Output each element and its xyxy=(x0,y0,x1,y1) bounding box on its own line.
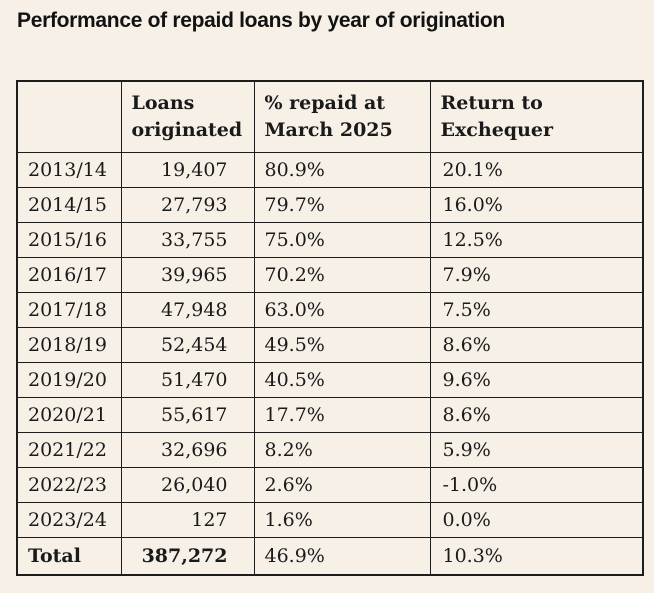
loans-originated-cell: 32,696 xyxy=(120,431,255,468)
return-to-exchequer-cell: 7.5% xyxy=(429,291,644,328)
year-cell: 2020/21 xyxy=(16,396,122,433)
pct-repaid-cell: 1.6% xyxy=(253,501,431,538)
pct-repaid-cell: 63.0% xyxy=(253,291,431,328)
return-to-exchequer-cell: 8.6% xyxy=(429,396,644,433)
pct-repaid-cell: 17.7% xyxy=(253,396,431,433)
header-year-blank xyxy=(16,80,122,153)
year-cell: 2019/20 xyxy=(16,361,122,398)
pct-repaid-cell: 2.6% xyxy=(253,466,431,503)
return-to-exchequer-cell: 8.6% xyxy=(429,326,644,363)
loans-originated-cell: 51,470 xyxy=(120,361,255,398)
header-return-to-exchequer: Return to Exchequer xyxy=(429,80,644,153)
year-cell: 2018/19 xyxy=(16,326,122,363)
pct-repaid-cell: 80.9% xyxy=(253,151,431,188)
return-to-exchequer-cell: 20.1% xyxy=(429,151,644,188)
pct-repaid-cell: 49.5% xyxy=(253,326,431,363)
return-to-exchequer-cell: 7.9% xyxy=(429,256,644,293)
table-row: 2013/14 19,407 80.9% 20.1% xyxy=(16,151,644,188)
pct-repaid-cell: 79.7% xyxy=(253,186,431,223)
table-row: 2015/16 33,755 75.0% 12.5% xyxy=(16,221,644,258)
loans-originated-cell: 387,272 xyxy=(120,536,255,576)
return-to-exchequer-cell: 0.0% xyxy=(429,501,644,538)
year-cell: 2016/17 xyxy=(16,256,122,293)
year-cell: 2022/23 xyxy=(16,466,122,503)
pct-repaid-cell: 75.0% xyxy=(253,221,431,258)
table-row: 2017/18 47,948 63.0% 7.5% xyxy=(16,291,644,328)
table-row: Total 387,272 46.9% 10.3% xyxy=(16,536,644,576)
loans-originated-cell: 27,793 xyxy=(120,186,255,223)
table-row: 2018/19 52,454 49.5% 8.6% xyxy=(16,326,644,363)
year-cell: 2013/14 xyxy=(16,151,122,188)
loans-originated-cell: 33,755 xyxy=(120,221,255,258)
loans-performance-table: Loans originated % repaid at March 2025 … xyxy=(16,80,644,576)
year-cell: 2017/18 xyxy=(16,291,122,328)
loans-originated-cell: 55,617 xyxy=(120,396,255,433)
return-to-exchequer-cell: 16.0% xyxy=(429,186,644,223)
header-row: Loans originated % repaid at March 2025 … xyxy=(16,80,644,153)
loans-originated-cell: 39,965 xyxy=(120,256,255,293)
return-to-exchequer-cell: -1.0% xyxy=(429,466,644,503)
return-to-exchequer-cell: 10.3% xyxy=(429,536,644,576)
table-row: 2022/23 26,040 2.6% -1.0% xyxy=(16,466,644,503)
year-cell: 2014/15 xyxy=(16,186,122,223)
loans-originated-cell: 127 xyxy=(120,501,255,538)
table-row: 2021/22 32,696 8.2% 5.9% xyxy=(16,431,644,468)
table-row: 2023/24 127 1.6% 0.0% xyxy=(16,501,644,538)
pct-repaid-cell: 70.2% xyxy=(253,256,431,293)
table-row: 2016/17 39,965 70.2% 7.9% xyxy=(16,256,644,293)
return-to-exchequer-cell: 12.5% xyxy=(429,221,644,258)
year-cell: 2023/24 xyxy=(16,501,122,538)
header-loans-originated: Loans originated xyxy=(120,80,255,153)
pct-repaid-cell: 40.5% xyxy=(253,361,431,398)
year-cell: Total xyxy=(16,536,122,576)
return-to-exchequer-cell: 5.9% xyxy=(429,431,644,468)
table-row: 2014/15 27,793 79.7% 16.0% xyxy=(16,186,644,223)
loans-originated-cell: 52,454 xyxy=(120,326,255,363)
loans-originated-cell: 19,407 xyxy=(120,151,255,188)
year-cell: 2021/22 xyxy=(16,431,122,468)
pct-repaid-cell: 8.2% xyxy=(253,431,431,468)
header-pct-repaid-march-2025: % repaid at March 2025 xyxy=(253,80,431,153)
table-row: 2019/20 51,470 40.5% 9.6% xyxy=(16,361,644,398)
loans-originated-cell: 26,040 xyxy=(120,466,255,503)
loans-originated-cell: 47,948 xyxy=(120,291,255,328)
table-row: 2020/21 55,617 17.7% 8.6% xyxy=(16,396,644,433)
pct-repaid-cell: 46.9% xyxy=(253,536,431,576)
return-to-exchequer-cell: 9.6% xyxy=(429,361,644,398)
year-cell: 2015/16 xyxy=(16,221,122,258)
chart-title: Performance of repaid loans by year of o… xyxy=(17,9,505,32)
